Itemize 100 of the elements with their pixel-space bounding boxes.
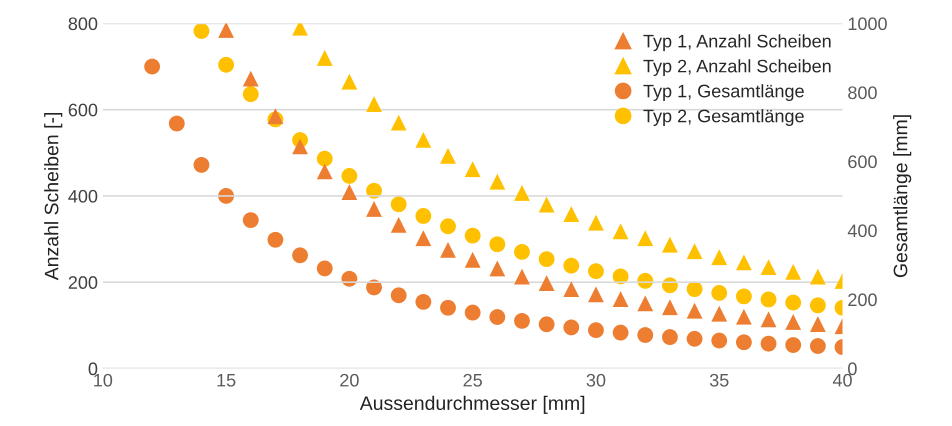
point — [563, 320, 580, 336]
point — [514, 268, 530, 285]
point — [686, 243, 702, 260]
point — [588, 263, 604, 280]
point — [440, 218, 456, 234]
point — [760, 311, 776, 328]
point — [390, 287, 407, 304]
point — [563, 206, 580, 222]
x-tick-label: 40 — [832, 374, 852, 387]
point — [662, 299, 678, 316]
point — [341, 168, 358, 184]
point — [736, 288, 752, 304]
x-tick-label: 15 — [217, 374, 236, 387]
point — [316, 50, 333, 66]
point — [267, 108, 284, 124]
y2-tick-label: 200 — [848, 293, 877, 306]
point — [538, 275, 555, 292]
point — [711, 285, 728, 301]
x-tick-label: 25 — [464, 374, 482, 387]
point — [341, 184, 358, 200]
y2-tick-label: 1000 — [848, 17, 887, 30]
point — [686, 302, 702, 319]
point — [588, 286, 604, 302]
x-tick-label: 20 — [340, 374, 359, 387]
point — [390, 196, 407, 212]
point — [168, 116, 185, 132]
y-tick-label: 200 — [68, 276, 98, 289]
point — [267, 232, 284, 248]
point — [612, 324, 629, 341]
point — [218, 23, 234, 38]
point — [785, 264, 802, 280]
legend-label: Typ 1, Gesamtlänge — [643, 84, 804, 102]
point — [760, 259, 776, 276]
point — [415, 132, 432, 148]
point — [736, 334, 752, 350]
point — [292, 138, 308, 154]
point — [538, 251, 555, 268]
legend-label: Typ 2, Anzahl Scheiben — [643, 59, 831, 76]
point — [637, 230, 654, 246]
point — [637, 327, 654, 343]
point — [366, 200, 382, 217]
y2-tick-label: 600 — [848, 155, 877, 168]
point — [686, 281, 702, 298]
point — [489, 309, 506, 325]
x-tick-label: 10 — [94, 374, 112, 387]
point — [489, 236, 506, 252]
point — [440, 242, 456, 258]
point — [736, 308, 752, 325]
y2-tick-label: 400 — [848, 224, 877, 238]
point — [464, 304, 481, 321]
point — [415, 230, 432, 246]
point — [810, 316, 826, 332]
point — [514, 185, 530, 201]
legend-label: Typ 1, Anzahl Scheiben — [643, 34, 831, 52]
point — [415, 208, 432, 224]
x-tick-label: 30 — [586, 374, 606, 387]
y-axis-title: Anzahl Scheiben [-] — [44, 113, 62, 280]
point — [440, 148, 456, 164]
point — [612, 223, 629, 240]
point — [242, 70, 259, 87]
point — [242, 212, 259, 228]
point — [194, 156, 210, 173]
y2-tick-label: 800 — [848, 86, 877, 100]
point — [464, 228, 481, 244]
point — [341, 74, 358, 90]
point — [390, 114, 407, 131]
point — [810, 338, 826, 354]
point — [686, 330, 702, 347]
point — [760, 336, 776, 352]
point — [514, 312, 530, 329]
point — [316, 163, 333, 180]
point — [218, 56, 234, 73]
point — [785, 337, 802, 353]
y-tick-label: 800 — [68, 17, 98, 30]
point — [415, 294, 432, 310]
y-tick-label: 600 — [68, 104, 98, 116]
y-tick-label: 0 — [88, 362, 98, 376]
point — [736, 254, 752, 270]
point — [194, 23, 210, 39]
point — [440, 300, 456, 316]
legend-label: Typ 2, Gesamtlänge — [643, 109, 804, 126]
point — [316, 260, 333, 276]
point — [242, 86, 259, 102]
y2-tick-label: 0 — [848, 362, 857, 376]
point — [464, 161, 481, 178]
point — [514, 244, 530, 260]
point — [292, 247, 308, 264]
y-tick-label: 400 — [68, 190, 98, 203]
point — [711, 306, 728, 322]
point — [711, 249, 728, 266]
point — [538, 316, 555, 332]
point — [538, 196, 555, 213]
point — [785, 314, 802, 330]
point — [464, 252, 481, 268]
point — [711, 332, 728, 348]
point — [144, 58, 160, 74]
point — [563, 258, 580, 274]
point — [390, 216, 407, 233]
point — [489, 174, 506, 190]
point — [316, 150, 333, 167]
